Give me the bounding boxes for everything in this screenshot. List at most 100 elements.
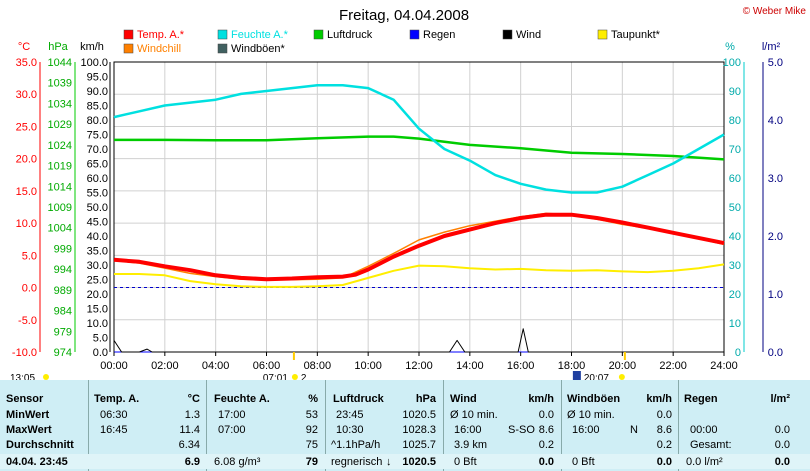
pressure-axis-label: hPa: [48, 41, 68, 53]
humidity-tick-label: 40: [729, 231, 741, 243]
humidity-tick-label: 30: [729, 260, 741, 272]
gust-beaufort: 0 Bft: [572, 456, 595, 468]
humidity-tick-label: 20: [729, 289, 741, 301]
pressure-forecast: regnerisch: [331, 456, 383, 468]
rain-tick-label: 0.0: [768, 347, 783, 359]
rain-unit: l/m²: [770, 393, 790, 405]
temp-tick-label: 15.0: [16, 186, 37, 198]
temp-tick-label: 20.0: [16, 154, 37, 166]
wind-time: Ø 10 min.: [450, 409, 498, 421]
moon-icon: [572, 371, 581, 380]
wind-tick-label: 85.0: [87, 101, 108, 113]
wind-tick-label: 65.0: [87, 159, 108, 171]
rain-tick-label: 1.0: [768, 289, 783, 301]
gust-time: 16:00: [572, 424, 600, 436]
x-tick-label: 16:00: [507, 360, 535, 372]
chart-legend: Temp. A.* Feuchte A.* Luftdruck Regen Wind Ta…: [123, 29, 661, 55]
legend-swatch: [409, 29, 420, 40]
pressure-tick-label: 999: [54, 243, 72, 255]
chart-title: Freitag, 04.04.2008: [339, 7, 469, 24]
legend-label: Luftdruck: [327, 29, 373, 41]
humidity-tick-label: 0: [735, 347, 741, 359]
wind-axis-label: km/h: [80, 41, 104, 53]
rain-header: Regen: [684, 393, 718, 405]
sun-icon: [43, 374, 49, 380]
row-label: MaxWert: [6, 424, 52, 436]
humidity-tick-label: 70: [729, 144, 741, 156]
pressure-value: 1028.3: [402, 424, 436, 436]
pressure-tick-label: 1004: [48, 223, 72, 235]
temp-tick-label: -10.0: [12, 347, 37, 359]
gust-direction: N: [630, 424, 638, 436]
legend-label: Wind: [516, 29, 541, 41]
humidity-time: 17:00: [218, 409, 246, 421]
sun-icon: [618, 374, 625, 380]
wind-tick-label: 95.0: [87, 72, 108, 84]
pressure-value: 1020.5: [402, 409, 436, 421]
humidity-value: 75: [305, 439, 318, 451]
rain-tick-label: 2.0: [768, 231, 783, 243]
wind-tick-label: 75.0: [87, 130, 108, 142]
rain-tick-label: 3.0: [768, 173, 783, 185]
rain-axis-label: l/m²: [762, 41, 781, 53]
temp-tick-label: 25.0: [16, 121, 37, 133]
series-line-luftdruck: [114, 135, 725, 161]
rain-time: 00:00: [690, 424, 718, 436]
x-tick-label: 04:00: [202, 360, 230, 372]
temp-value: 6.9: [184, 456, 200, 468]
sunset-label: 20:07: [584, 373, 609, 380]
pressure-tick-label: 979: [54, 326, 72, 338]
footer-time-label: 13:05: [10, 373, 35, 380]
humidity-tick-label: 60: [729, 173, 741, 185]
legend-swatch: [313, 29, 324, 40]
wind-tick-label: 100.0: [80, 57, 108, 69]
temp-tick-label: -5.0: [18, 315, 37, 327]
legend-swatch: [217, 29, 228, 40]
pressure-unit: hPa: [415, 393, 436, 405]
stats-row-min: MinWert 06:30 1.3 17:00 53 23:45 1020.5 …: [0, 407, 810, 422]
wind-tick-label: 90.0: [87, 86, 108, 98]
gust-value: 0.2: [656, 439, 672, 451]
wind-header: Wind: [450, 393, 477, 405]
legend-label: Windchill: [137, 43, 181, 55]
wind-tick-label: 5.0: [93, 333, 108, 345]
wind-beaufort: 0 Bft: [454, 456, 477, 468]
wind-tick-label: 55.0: [87, 188, 108, 200]
legend-label: Temp. A.*: [137, 29, 185, 41]
pressure-tick-label: 1009: [48, 202, 72, 214]
x-tick-label: 24:00: [710, 360, 738, 372]
legend-label: Feuchte A.*: [231, 29, 289, 41]
pressure-tick-label: 1039: [48, 78, 72, 90]
temp-value: 11.4: [179, 424, 200, 436]
humidity-unit: %: [308, 393, 318, 405]
pressure-value: 1025.7: [402, 439, 436, 451]
pressure-trend: ^1.1hPa/h: [331, 439, 381, 451]
rain-value: 0.0: [774, 456, 790, 468]
weather-chart: Freitag, 04.04.2008 © Weber Mike °C hPa …: [10, 6, 807, 380]
temp-value: 1.3: [184, 409, 200, 421]
humidity-value: 92: [305, 424, 318, 436]
wind-tick-label: 0.0: [93, 347, 108, 359]
wind-tick-label: 80.0: [87, 115, 108, 127]
x-tick-label: 00:00: [100, 360, 128, 372]
stats-row-max: MaxWert 16:45 11.4 07:00 92 10:30 1028.3…: [0, 422, 810, 437]
humidity-tick-label: 50: [729, 202, 741, 214]
wind-tick-label: 30.0: [87, 260, 108, 272]
humidity-tick-label: 10: [729, 318, 741, 330]
wind-tick-label: 20.0: [87, 289, 108, 301]
wind-value: 0.0: [538, 456, 554, 468]
x-tick-label: 08:00: [304, 360, 332, 372]
legend-label: Regen: [423, 29, 455, 41]
series-line-temp-a: [113, 212, 725, 282]
legend-swatch: [123, 29, 134, 40]
gust-value: 0.0: [656, 456, 672, 468]
humidity-value: 53: [305, 409, 318, 421]
humidity-tick-label: 90: [729, 86, 741, 98]
wind-value: 0.2: [538, 439, 554, 451]
chart-axes: 35.0 30.0 25.0 20.0 15.0 10.0 5.0 0.0 -5.0 -10.0 1…: [12, 57, 783, 359]
sensor-header: Sensor: [6, 393, 44, 405]
temp-tick-label: 0.0: [22, 283, 37, 295]
pressure-header: Luftdruck: [333, 393, 384, 405]
humidity-tick-label: 100: [723, 57, 741, 69]
x-tick-label: 10:00: [354, 360, 382, 372]
